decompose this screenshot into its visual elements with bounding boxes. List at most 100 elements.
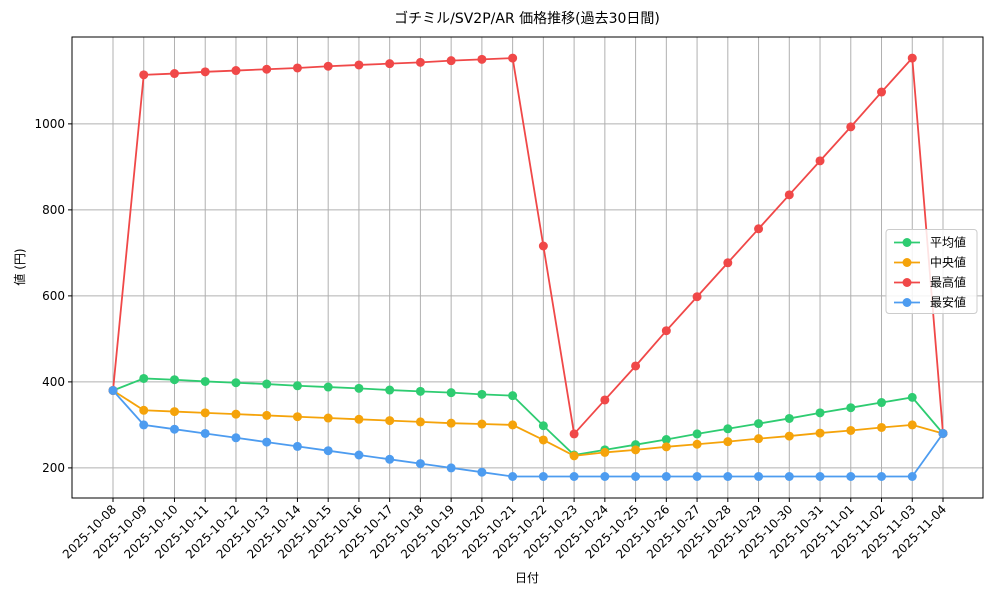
point — [292, 63, 302, 73]
point — [661, 326, 671, 336]
point — [169, 424, 179, 434]
point — [600, 447, 610, 457]
point — [262, 64, 272, 74]
point — [569, 451, 579, 461]
point — [385, 59, 395, 69]
point — [723, 424, 733, 434]
point — [354, 450, 364, 460]
point — [815, 471, 825, 481]
point — [692, 429, 702, 439]
point — [200, 408, 210, 418]
point — [169, 375, 179, 385]
point — [231, 66, 241, 76]
point — [538, 241, 548, 251]
point — [907, 392, 917, 402]
y-tick-label: 600 — [42, 289, 65, 303]
series-line — [112, 377, 944, 456]
series-line — [112, 389, 944, 457]
point — [446, 388, 456, 398]
y-tick-label: 1000 — [34, 117, 65, 131]
point — [815, 156, 825, 166]
point — [446, 418, 456, 428]
point — [538, 435, 548, 445]
legend-label: 最安値 — [930, 295, 966, 310]
point — [661, 435, 671, 445]
x-axis-label: 日付 — [515, 571, 539, 585]
point — [446, 463, 456, 473]
point — [477, 54, 487, 64]
point — [323, 61, 333, 71]
point — [354, 414, 364, 424]
point — [231, 378, 241, 388]
point — [477, 419, 487, 429]
point — [385, 385, 395, 395]
point — [415, 459, 425, 469]
point — [139, 405, 149, 415]
point — [508, 53, 518, 63]
point — [692, 439, 702, 449]
point — [169, 69, 179, 79]
y-axis-label: 値 (円) — [12, 248, 27, 285]
point — [385, 416, 395, 426]
point — [815, 428, 825, 438]
point — [907, 471, 917, 481]
point — [323, 382, 333, 392]
point — [169, 407, 179, 417]
point — [139, 373, 149, 383]
series-line — [112, 389, 944, 478]
point — [508, 420, 518, 430]
point — [262, 379, 272, 389]
point — [200, 428, 210, 438]
point — [108, 385, 118, 395]
point — [446, 56, 456, 66]
point — [846, 122, 856, 132]
legend-label: 中央値 — [930, 255, 966, 270]
point — [292, 441, 302, 451]
point — [784, 431, 794, 441]
point — [846, 425, 856, 435]
point — [569, 471, 579, 481]
point — [538, 421, 548, 431]
y-tick-label: 800 — [42, 203, 65, 217]
point — [477, 389, 487, 399]
point — [877, 398, 887, 408]
point — [631, 445, 641, 455]
legend-label: 最高値 — [930, 275, 966, 290]
point — [784, 471, 794, 481]
legend-marker — [902, 258, 912, 267]
point — [661, 442, 671, 452]
point — [139, 70, 149, 80]
point — [200, 376, 210, 386]
point — [200, 67, 210, 77]
legend-marker — [902, 298, 912, 307]
point — [723, 258, 733, 268]
point — [231, 433, 241, 443]
legend-label: 平均値 — [930, 235, 966, 250]
point — [907, 53, 917, 63]
point — [846, 471, 856, 481]
point — [815, 408, 825, 418]
point — [477, 467, 487, 477]
point — [323, 446, 333, 456]
point — [231, 409, 241, 419]
point — [723, 471, 733, 481]
point — [354, 383, 364, 393]
point — [508, 471, 518, 481]
point — [631, 361, 641, 371]
point — [385, 454, 395, 464]
point — [538, 471, 548, 481]
plot-frame — [71, 36, 984, 499]
point — [754, 419, 764, 429]
point — [415, 57, 425, 67]
point — [846, 403, 856, 413]
point — [354, 60, 364, 70]
point — [631, 471, 641, 481]
point — [415, 386, 425, 396]
point — [723, 437, 733, 447]
point — [907, 420, 917, 430]
point — [877, 471, 887, 481]
point — [139, 420, 149, 430]
y-tick-label: 400 — [42, 375, 65, 389]
